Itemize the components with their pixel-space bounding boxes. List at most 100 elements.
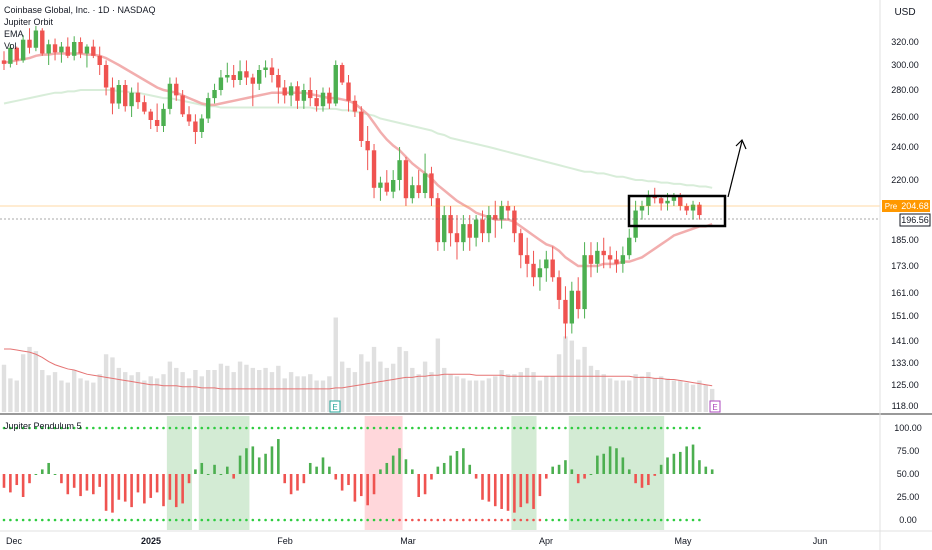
pendulum-bar xyxy=(513,474,516,513)
currency-label[interactable]: USD xyxy=(894,7,915,18)
pendulum-dot-bottom xyxy=(194,518,197,522)
pendulum-dot-bottom xyxy=(627,518,631,522)
pendulum-dot-top xyxy=(423,426,427,430)
volume-bar xyxy=(218,363,224,412)
volume-bar xyxy=(97,374,102,412)
pendulum-bar xyxy=(462,448,465,474)
candle-body xyxy=(110,87,115,104)
pendulum-bar xyxy=(449,455,452,474)
pendulum-dot-top xyxy=(366,426,369,430)
pendulum-dot-top xyxy=(245,426,248,430)
pendulum-dot-top xyxy=(219,426,223,430)
volume-bar xyxy=(346,367,351,412)
pendulum-dot-bottom xyxy=(334,518,338,522)
pendulum-dot-bottom xyxy=(576,518,580,522)
pendulum-bar xyxy=(359,474,363,497)
candle-body xyxy=(212,90,217,99)
pendulum-bar xyxy=(634,474,637,484)
pendulum-bar xyxy=(576,474,580,484)
pendulum-dot-bottom xyxy=(506,518,510,522)
price-tick-label: 260.00 xyxy=(891,112,919,122)
volume-bar xyxy=(576,359,581,412)
volume-bar xyxy=(384,367,389,412)
indicator-label-0[interactable]: Jupiter Orbit xyxy=(4,17,54,27)
candle-body xyxy=(627,237,632,256)
pendulum-bar xyxy=(398,448,401,474)
time-axis[interactable]: Dec 2025 Feb Mar Apr May Jun xyxy=(6,536,827,546)
pendulum-dot-bottom xyxy=(302,518,306,522)
pendulum-bar xyxy=(538,474,542,497)
volume-bar xyxy=(607,378,613,412)
volume-bar xyxy=(205,370,211,412)
pendulum-dot-bottom xyxy=(570,518,574,522)
pendulum-dot-bottom xyxy=(162,518,165,522)
pendulum-dot-top xyxy=(200,426,204,430)
time-tick-label: 2025 xyxy=(141,536,161,546)
volume-bar xyxy=(690,384,696,412)
volume-bar xyxy=(129,375,134,412)
volume-bar xyxy=(282,378,287,412)
pendulum-dot-top xyxy=(608,426,612,430)
pendulum-bar xyxy=(691,444,695,474)
candle-body xyxy=(684,206,689,211)
pendulum-dot-bottom xyxy=(40,518,44,522)
pendulum-dot-bottom xyxy=(487,518,491,522)
pre-tag-bg xyxy=(900,200,930,212)
volume-bar xyxy=(308,374,313,412)
volume-bar xyxy=(135,372,141,412)
pendulum-pane-label[interactable]: Jupiter Pendulum 5 xyxy=(4,421,82,431)
pendulum-dot-top xyxy=(487,426,491,430)
chart-title[interactable]: Coinbase Global, Inc. · 1D · NASDAQ xyxy=(4,5,156,15)
pendulum-dot-bottom xyxy=(117,518,121,522)
pendulum-dot-bottom xyxy=(493,518,497,522)
pendulum-bar xyxy=(391,455,395,474)
volume-bar xyxy=(1,364,7,412)
volume-bar xyxy=(563,336,568,412)
pendulum-bar xyxy=(493,474,497,507)
pendulum-bar xyxy=(194,469,197,474)
volume-bar xyxy=(531,372,536,412)
pendulum-bar xyxy=(436,466,440,474)
candle-body xyxy=(8,47,13,64)
candle-body xyxy=(71,42,77,56)
pendulum-dot-bottom xyxy=(462,518,465,522)
pendulum-bar xyxy=(442,462,446,474)
earnings-marker-2[interactable]: E xyxy=(709,400,721,413)
pendulum-axis[interactable]: 100.00 75.00 50.00 25.00 0.00 xyxy=(894,423,922,525)
indicator-label-1[interactable]: EMA xyxy=(4,29,24,39)
candle-body xyxy=(588,255,594,264)
pendulum-dot-top xyxy=(187,426,191,430)
pendulum-dot-bottom xyxy=(525,518,529,522)
earnings-marker-1[interactable]: E xyxy=(329,400,341,413)
projection-arrow[interactable] xyxy=(727,140,743,198)
candle-body xyxy=(237,71,243,80)
pendulum-bar xyxy=(264,453,267,474)
candle-body xyxy=(301,90,307,101)
candle-body xyxy=(231,75,236,80)
bearish-zone xyxy=(364,416,403,530)
pendulum-dot-top xyxy=(379,426,382,430)
volume-bar xyxy=(473,380,479,412)
pendulum-dot-bottom xyxy=(347,518,350,522)
pendulum-dot-top xyxy=(513,426,516,430)
pendulum-dot-top xyxy=(596,426,599,430)
volume-bar xyxy=(550,376,555,412)
volume-bar xyxy=(524,367,530,412)
candle-body xyxy=(448,215,453,234)
pendulum-dot-top xyxy=(85,426,89,430)
candle-body xyxy=(505,206,511,211)
volume-bar xyxy=(633,374,638,412)
candle-body xyxy=(276,75,281,88)
pendulum-tick-label: 25.00 xyxy=(897,492,920,502)
pendulum-bar xyxy=(219,474,223,475)
volume-bar xyxy=(588,365,594,412)
volume-bar xyxy=(161,374,166,412)
indicator-label-2[interactable]: Vol xyxy=(4,41,17,51)
pendulum-dot-top xyxy=(79,426,82,430)
pre-tag-value: 204.68 xyxy=(901,201,929,211)
pendulum-bar xyxy=(423,474,427,495)
pendulum-bar xyxy=(47,462,50,474)
consolidation-box[interactable] xyxy=(627,194,727,228)
volume-bar xyxy=(448,374,453,412)
